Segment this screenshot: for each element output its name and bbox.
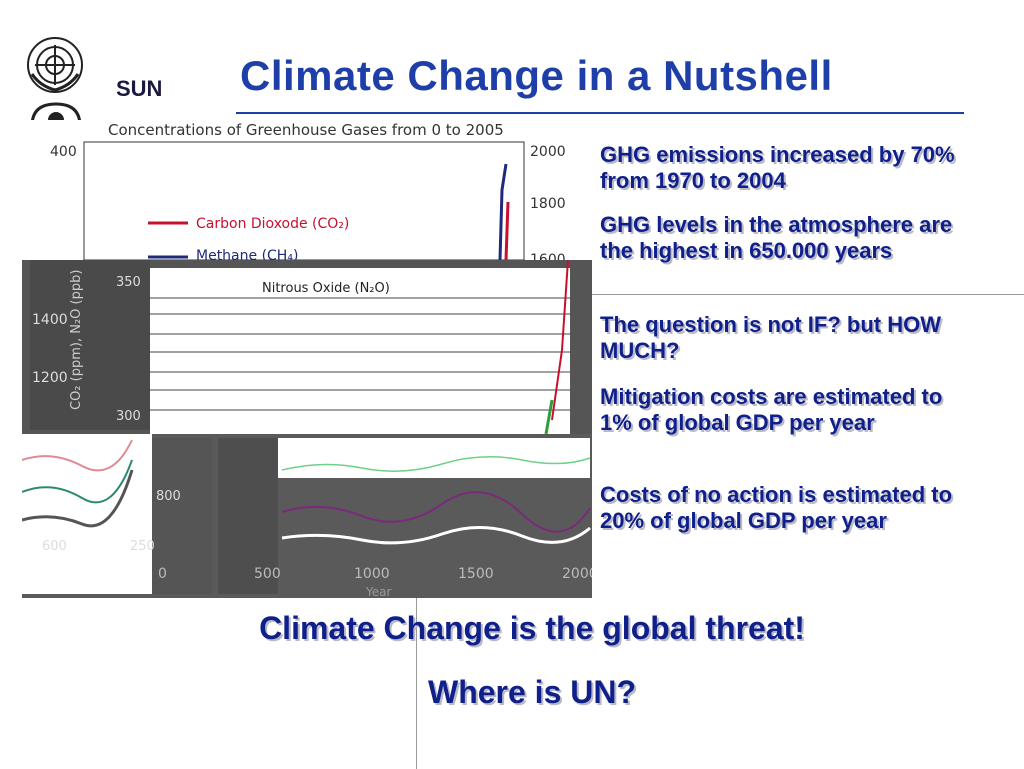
- n2o-rise-line: [544, 399, 554, 435]
- left-tick-250: 250: [130, 539, 155, 554]
- un-emblem-icon: [27, 37, 83, 93]
- x-tick-0: 0: [158, 566, 167, 582]
- bullet-emissions: GHG emissions increased by 70% from 1970…: [600, 142, 955, 193]
- x-tick-2000: 2000: [562, 566, 592, 582]
- right-tick-1400: 1400: [32, 312, 68, 328]
- co2-spike-line: [504, 201, 510, 261]
- n2o-label-glitch: Nitrous Oxide (N₂O): [262, 281, 390, 296]
- left-tick-400: 400: [50, 144, 77, 160]
- x-axis-label: Year: [365, 585, 391, 598]
- x-tick-1000: 1000: [354, 566, 390, 582]
- closing-question: Where is UN?: [427, 674, 637, 710]
- right-tick-1200: 1200: [32, 370, 68, 386]
- left-tick-300: 300: [116, 409, 141, 424]
- left-tick-350: 350: [116, 275, 141, 290]
- greenhouse-gas-chart: Concentrations of Greenhouse Gases from …: [22, 120, 592, 598]
- x-tick-1500: 1500: [458, 566, 494, 582]
- right-tick-800: 800: [156, 489, 181, 504]
- x-tick-500: 500: [254, 566, 281, 582]
- bullet-ghg-levels: GHG levels in the atmosphere are the hig…: [600, 212, 953, 263]
- bullet-question: The question is not IF? but HOW MUCH?: [600, 312, 941, 363]
- right-tick-1800: 1800: [530, 196, 566, 212]
- ch4-spike-line: [498, 163, 508, 261]
- title-divider: [236, 112, 964, 114]
- chart-title: Concentrations of Greenhouse Gases from …: [108, 121, 504, 139]
- page-title: Climate Change in a Nutshell: [240, 52, 833, 99]
- org-label: SUN: [116, 76, 163, 101]
- right-tick-600: 600: [42, 539, 67, 554]
- bullet-mitigation: Mitigation costs are estimated to 1% of …: [600, 384, 943, 435]
- right-tick-2000: 2000: [530, 144, 566, 160]
- bullet-no-action: Costs of no action is estimated to 20% o…: [600, 482, 953, 533]
- legend-label-co2: Carbon Dioxode (CO₂): [196, 216, 349, 232]
- left-ylabel: CO₂ (ppm), N₂O (ppb): [69, 270, 84, 410]
- co2-rise-line: [551, 259, 569, 421]
- closing-statement: Climate Change is the global threat!: [259, 610, 805, 646]
